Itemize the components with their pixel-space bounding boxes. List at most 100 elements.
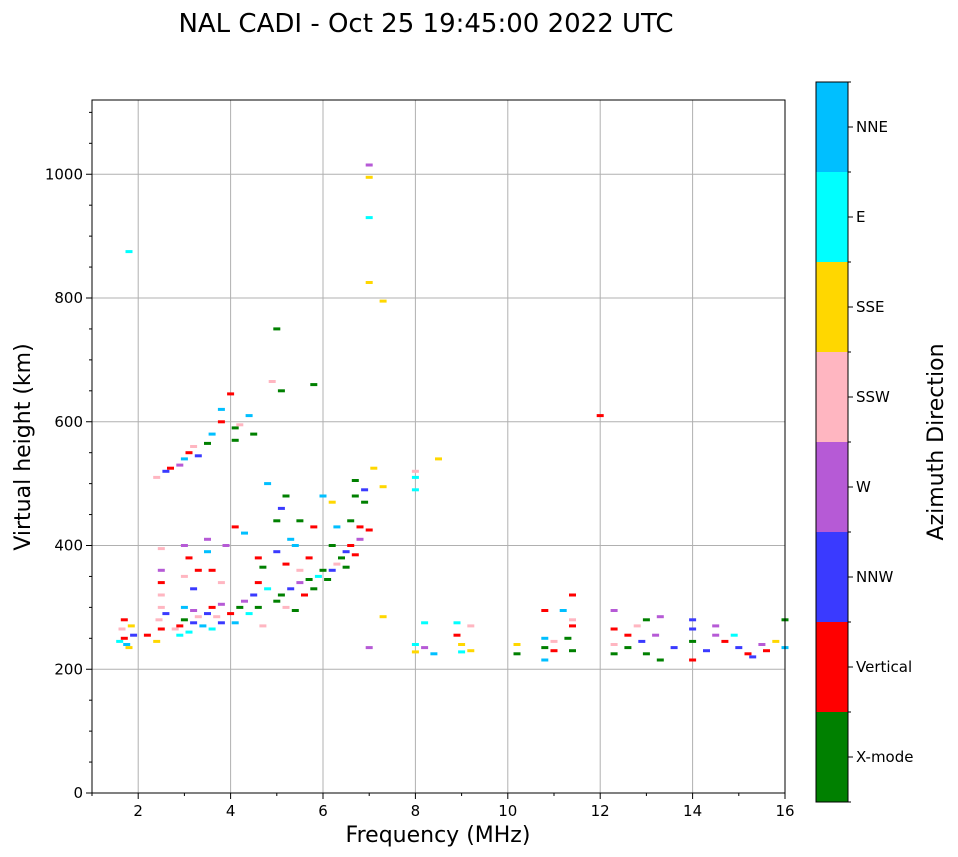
data-point [541,636,549,640]
data-point [347,544,355,547]
data-point [157,547,165,551]
data-point [264,587,272,591]
data-point [231,525,239,529]
data-point [638,639,646,643]
data-point [712,633,720,637]
data-point [301,593,308,597]
data-point [689,618,697,622]
data-point [296,568,304,572]
data-point [231,621,239,625]
data-point [157,568,165,572]
data-point [153,639,161,643]
y-tick-label: 1000 [45,165,83,183]
data-point [157,605,165,609]
data-point [194,454,202,458]
data-point [379,299,387,303]
data-point [155,618,163,622]
data-point [379,615,387,619]
data-point [259,565,267,569]
data-point [250,432,258,436]
data-point [670,646,678,650]
y-tick-label: 800 [54,289,83,307]
data-point [190,621,198,625]
data-point [273,599,281,603]
data-point [458,643,466,646]
data-point [120,618,128,622]
colorbar-category-label: SSE [856,298,885,316]
x-tick-label: 12 [591,802,610,820]
data-point [123,643,131,646]
colorbar-segment [816,622,848,712]
data-point [120,636,128,640]
data-point [569,649,576,653]
data-point [633,624,641,628]
x-axis-label: Frequency (MHz) [346,823,531,848]
data-point [204,537,211,541]
data-point [763,649,770,653]
data-point [328,500,336,504]
data-point [305,556,313,560]
data-point [217,621,225,625]
colorbar-segment [816,442,848,532]
data-point [190,445,198,448]
data-point [116,639,124,643]
data-point [180,457,188,461]
y-tick-label: 0 [73,784,83,802]
data-point [569,618,576,622]
data-point [541,658,549,662]
plot-frame [91,99,786,794]
data-point [513,643,521,646]
data-point [208,605,216,609]
data-point [217,420,225,424]
data-point [157,593,165,597]
data-point [435,457,442,461]
y-axis-label: Virtual height (km) [11,343,36,550]
data-point [204,441,211,445]
data-point [310,525,318,529]
data-point [356,525,364,529]
data-point [550,649,558,653]
data-point [610,652,618,656]
data-point [624,633,632,637]
data-point [176,624,184,628]
data-point [361,500,369,504]
data-point [421,621,429,625]
data-point [185,556,193,560]
data-point [176,463,184,467]
data-point [231,426,239,430]
data-point [254,605,262,609]
data-point [213,615,221,619]
data-point [291,544,299,547]
data-point [721,639,729,643]
colorbar-category-label: E [856,208,865,226]
data-point [541,609,549,612]
data-point [569,593,576,597]
data-point [180,544,188,547]
data-point [157,581,165,585]
data-point [610,609,618,612]
data-point [656,615,664,619]
data-point [245,414,253,418]
data-point [569,624,576,628]
y-axis-ticks: 0 200 400 600 800 1000 [45,111,92,802]
colorbar-segment [816,352,848,442]
data-point [273,550,281,554]
data-point [231,438,239,442]
chart-title: NAL CADI - Oct 25 19:45:00 2022 UTC [178,9,673,39]
data-point [287,587,295,591]
data-point [351,553,359,557]
data-point [208,627,216,631]
data-point [190,609,198,612]
data-point [328,568,336,572]
data-point [204,612,211,616]
data-point [351,494,359,498]
data-point [305,578,313,581]
data-point [333,562,341,566]
data-point [453,621,461,625]
data-point [324,578,332,581]
x-tick-label: 14 [683,802,702,820]
data-point [656,658,664,662]
data-point [217,581,225,585]
data-point [171,627,179,631]
data-point [282,562,290,566]
